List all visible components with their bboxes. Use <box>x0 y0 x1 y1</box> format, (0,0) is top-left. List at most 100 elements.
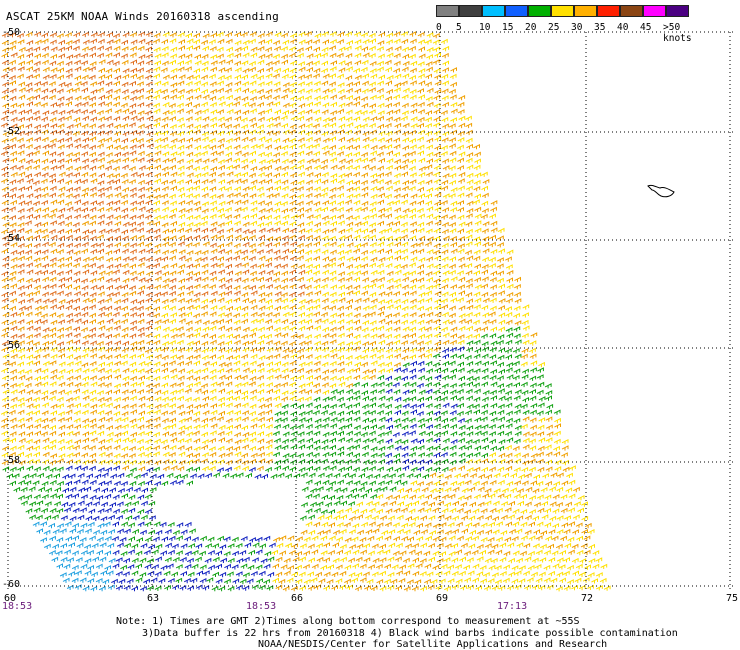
wind-barb <box>112 269 120 275</box>
wind-barb <box>331 571 339 577</box>
wind-barb <box>208 465 216 472</box>
wind-barb <box>482 319 490 325</box>
wind-barb <box>345 312 353 318</box>
wind-barb <box>170 88 178 94</box>
wind-barb <box>57 256 65 263</box>
wind-barb <box>40 81 48 87</box>
wind-barb <box>217 95 225 101</box>
wind-barb <box>144 368 152 374</box>
wind-barb <box>556 571 564 577</box>
wind-barb <box>456 535 464 541</box>
wind-barb <box>161 130 168 136</box>
wind-barb <box>521 452 529 459</box>
wind-barb <box>169 157 176 163</box>
wind-barb <box>178 318 186 324</box>
wind-barb <box>10 347 18 354</box>
wind-barb <box>161 417 169 424</box>
wind-barb <box>68 542 75 548</box>
wind-barb <box>257 67 264 74</box>
wind-barb <box>281 193 289 199</box>
wind-barb <box>490 368 497 375</box>
wind-barb <box>234 52 242 59</box>
wind-barb <box>153 375 161 382</box>
wind-barb <box>473 291 481 297</box>
wind-barb <box>433 437 441 443</box>
wind-barb <box>505 306 512 312</box>
wind-barb <box>89 61 97 67</box>
wind-barb <box>193 137 201 143</box>
wind-barb <box>242 87 249 94</box>
wind-barb <box>289 311 297 317</box>
wind-barb <box>226 108 234 115</box>
wind-barb <box>368 507 376 513</box>
wind-barb <box>57 144 65 150</box>
wind-barb <box>314 32 322 39</box>
wind-barb <box>242 186 250 192</box>
wind-barb <box>178 278 185 284</box>
wind-barb <box>408 165 416 172</box>
wind-barb <box>474 360 482 366</box>
wind-barb <box>242 109 250 115</box>
wind-barb <box>97 276 105 282</box>
wind-barb <box>365 487 372 494</box>
wind-barb <box>112 346 120 352</box>
wind-barb <box>56 458 64 464</box>
wind-barb <box>484 500 492 506</box>
wind-barb <box>320 409 328 416</box>
wind-barb <box>178 306 185 312</box>
wind-barb <box>273 172 280 178</box>
wind-barb <box>130 409 137 415</box>
wind-barb <box>183 577 191 584</box>
wind-barb <box>429 487 437 494</box>
wind-barb <box>345 109 353 115</box>
wind-barb <box>171 571 178 577</box>
wind-barb <box>129 395 137 401</box>
wind-barb <box>379 570 386 576</box>
wind-barb <box>162 304 169 310</box>
wind-barb <box>345 87 353 94</box>
wind-barb <box>451 557 459 563</box>
wind-barb <box>186 340 194 347</box>
wind-barb <box>410 108 418 114</box>
wind-barb <box>514 276 521 283</box>
wind-barb <box>216 150 224 156</box>
wind-barb <box>274 165 282 172</box>
wind-barb <box>426 430 433 437</box>
wind-barb <box>257 59 265 65</box>
wind-barb <box>56 290 64 296</box>
wind-barb <box>384 521 392 527</box>
wind-barb <box>505 382 513 388</box>
wind-barb <box>529 445 537 451</box>
wind-barb <box>241 262 249 268</box>
wind-barb <box>49 116 57 123</box>
wind-barb <box>241 96 249 102</box>
wind-barb <box>409 129 416 136</box>
wind-barb <box>273 137 281 144</box>
wind-barb <box>288 291 296 298</box>
wind-barb <box>121 411 129 417</box>
wind-barb <box>305 130 313 136</box>
wind-barb <box>146 157 154 164</box>
wind-barb <box>377 333 385 339</box>
wind-barb <box>66 346 74 352</box>
wind-barb <box>28 486 36 492</box>
wind-barb <box>402 60 410 67</box>
wind-barb <box>428 501 435 507</box>
wind-barb <box>49 257 57 263</box>
wind-barb <box>466 360 474 367</box>
wind-barb <box>500 514 508 521</box>
wind-barb <box>377 220 384 227</box>
wind-barb <box>450 117 457 123</box>
wind-barb <box>112 332 120 339</box>
wind-barb <box>264 396 272 403</box>
wind-barb <box>289 319 297 326</box>
wind-barb <box>66 186 73 193</box>
wind-barb <box>338 123 346 129</box>
wind-barb <box>321 521 329 528</box>
wind-barb <box>353 171 360 178</box>
wind-barb <box>89 389 97 395</box>
wind-barb <box>289 424 297 431</box>
wind-barb <box>176 388 184 394</box>
wind-barb <box>338 297 346 303</box>
wind-barb <box>377 110 385 116</box>
